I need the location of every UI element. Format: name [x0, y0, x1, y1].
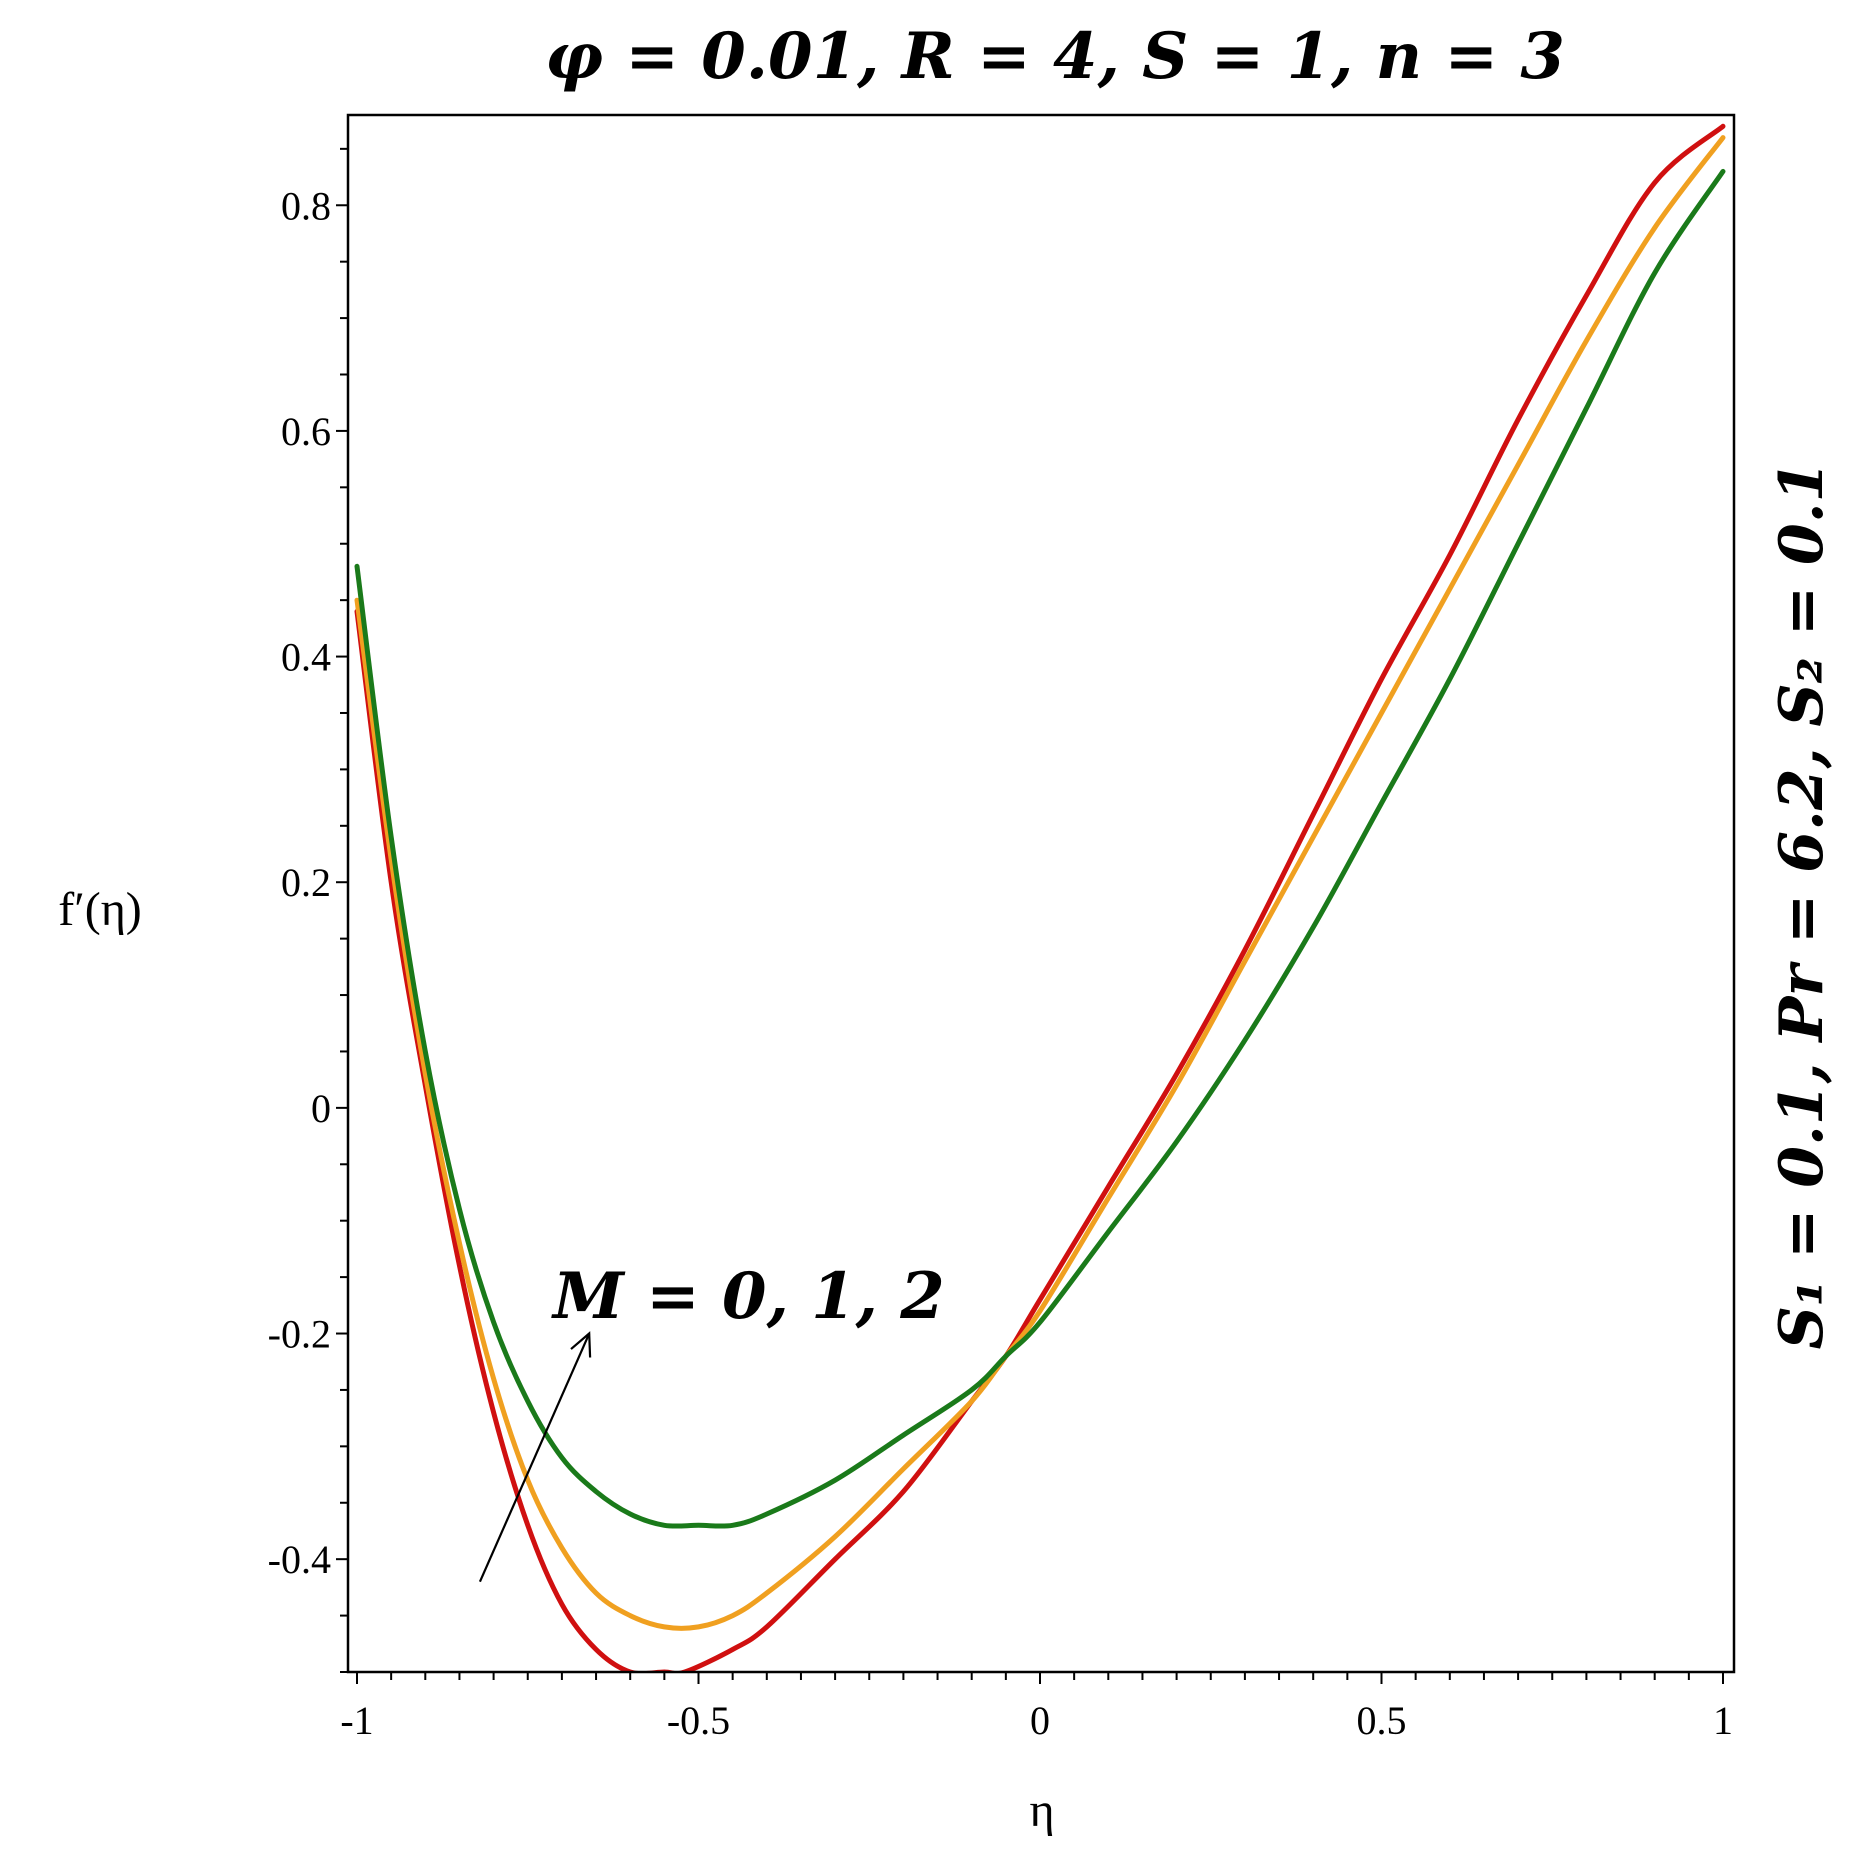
- plot-frame: [346, 113, 1736, 1674]
- chart-title: φ = 0.01, R = 4, S = 1, n = 3: [545, 19, 1565, 94]
- series-line-0: [354, 123, 1726, 1672]
- series-line-1: [354, 135, 1726, 1631]
- x-tick-label: -0.5: [667, 1698, 730, 1743]
- y-tick-label: 0.8: [281, 183, 331, 228]
- y-tick-label: 0: [311, 1086, 331, 1131]
- y-tick-label: 0.4: [281, 635, 331, 680]
- annotation: M = 0, 1, 2: [478, 1259, 945, 1583]
- y-axis-label: f′(η): [58, 883, 142, 936]
- annotation-arrow: [478, 1333, 591, 1583]
- y-tick-label: -0.2: [268, 1312, 331, 1357]
- x-axis-label: η: [1029, 1784, 1054, 1837]
- y-tick-label: -0.4: [268, 1537, 331, 1582]
- y-tick-label: 0.6: [281, 409, 331, 454]
- x-tick-label: 1: [1713, 1698, 1733, 1743]
- annotation-label: M = 0, 1, 2: [551, 1259, 945, 1334]
- annotation-arrowhead: [570, 1331, 592, 1358]
- ticks-layer: -1 -0.5 0 0.5 1 -0.4 -0.2 0 0.2 0.4 0.6 0.8: [268, 147, 1733, 1743]
- x-tick-label: 0.5: [1357, 1698, 1407, 1743]
- y-tick-label: 0.2: [281, 860, 331, 905]
- side-parameter-label: S₁ = 0.1, Pr = 6.2, S₂ = 0.1: [1767, 461, 1837, 1350]
- series-line-2: [354, 168, 1726, 1529]
- x-tick-label: 0: [1030, 1698, 1050, 1743]
- x-tick-label: -1: [340, 1698, 373, 1743]
- series-layer: [354, 123, 1726, 1672]
